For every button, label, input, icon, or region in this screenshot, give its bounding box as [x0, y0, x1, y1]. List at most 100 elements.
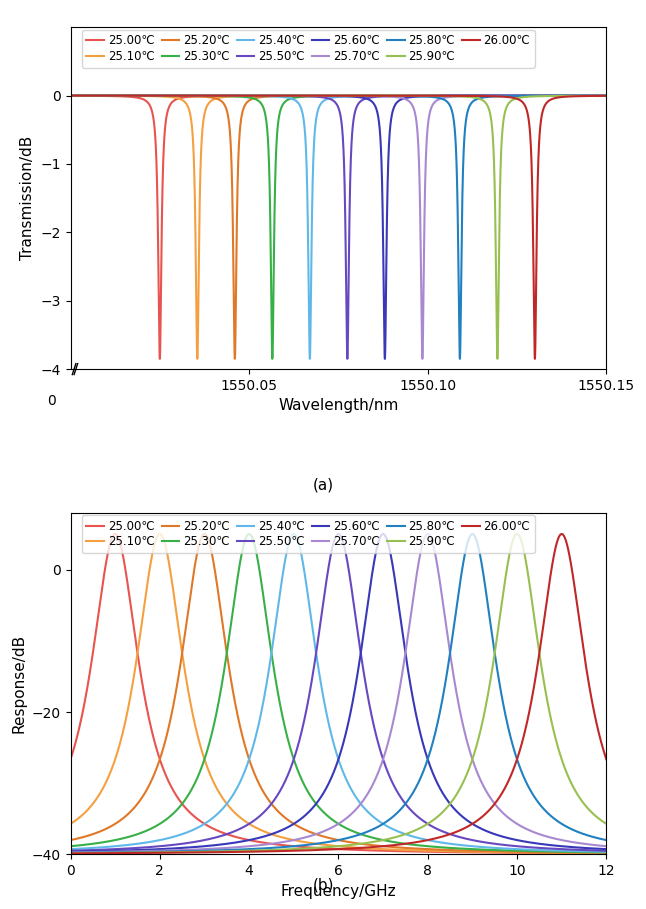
25.50℃	[393, 91, 401, 102]
25.00℃	[67, 90, 74, 101]
25.70℃	[269, 838, 276, 849]
25.60℃	[196, 841, 204, 852]
25.90℃	[513, 528, 521, 539]
25.10℃	[603, 848, 610, 859]
Line: 26.00℃: 26.00℃	[70, 95, 607, 359]
25.80℃	[67, 847, 74, 858]
25.60℃	[194, 842, 202, 853]
25.00℃	[307, 842, 315, 853]
25.50℃	[344, 354, 351, 365]
25.20℃	[194, 544, 202, 555]
Legend: 25.00℃, 25.10℃, 25.20℃, 25.30℃, 25.40℃, 25.50℃, 25.60℃, 25.70℃, 25.80℃, 25.90℃, : 25.00℃, 25.10℃, 25.20℃, 25.30℃, 25.40℃, …	[82, 515, 535, 553]
25.70℃	[95, 90, 103, 101]
25.50℃	[67, 845, 74, 856]
25.30℃	[191, 777, 199, 788]
25.30℃	[67, 90, 74, 101]
25.10℃	[197, 742, 205, 753]
25.30℃	[307, 791, 315, 802]
25.40℃	[307, 610, 315, 621]
Line: 25.50℃: 25.50℃	[70, 95, 607, 359]
Line: 25.10℃: 25.10℃	[70, 95, 607, 359]
25.80℃	[67, 90, 74, 101]
25.90℃	[603, 90, 610, 101]
25.30℃	[341, 90, 349, 101]
25.30℃	[603, 847, 610, 858]
25.60℃	[205, 90, 213, 101]
25.10℃	[191, 719, 199, 730]
25.90℃	[307, 843, 315, 854]
Line: 25.00℃: 25.00℃	[70, 95, 607, 359]
25.60℃	[146, 90, 154, 101]
Line: 25.20℃: 25.20℃	[70, 95, 607, 359]
25.20℃	[603, 90, 610, 101]
25.40℃	[191, 824, 199, 834]
25.80℃	[95, 90, 103, 101]
25.00℃	[197, 816, 205, 827]
25.00℃	[341, 90, 349, 101]
25.70℃	[205, 90, 213, 101]
25.90℃	[146, 90, 154, 101]
25.60℃	[269, 828, 276, 839]
25.80℃	[349, 90, 357, 101]
25.20℃	[341, 90, 349, 101]
25.00℃	[603, 848, 610, 859]
Line: 25.40℃: 25.40℃	[70, 534, 607, 852]
Line: 25.00℃: 25.00℃	[70, 534, 607, 854]
26.00℃	[196, 847, 204, 858]
Line: 25.70℃: 25.70℃	[70, 534, 607, 853]
25.50℃	[191, 836, 199, 847]
25.20℃	[146, 90, 154, 101]
25.70℃	[341, 90, 349, 101]
25.80℃	[392, 90, 400, 101]
25.20℃	[95, 90, 103, 101]
25.90℃	[341, 90, 349, 101]
25.30℃	[245, 528, 253, 539]
25.10℃	[67, 818, 74, 829]
25.50℃	[603, 90, 610, 101]
25.80℃	[603, 90, 610, 101]
25.90℃	[196, 846, 204, 857]
25.00℃	[111, 528, 119, 539]
25.00℃	[146, 100, 154, 111]
25.60℃	[191, 842, 199, 853]
25.80℃	[456, 354, 464, 365]
25.10℃	[95, 90, 103, 101]
25.70℃	[419, 354, 426, 365]
25.10℃	[269, 829, 276, 840]
25.40℃	[194, 822, 202, 833]
25.40℃	[95, 90, 103, 101]
25.90℃	[392, 90, 400, 101]
25.20℃	[67, 834, 74, 845]
25.30℃	[603, 90, 610, 101]
25.40℃	[306, 354, 314, 365]
25.30℃	[196, 764, 204, 775]
25.10℃	[341, 90, 349, 101]
25.20℃	[393, 90, 401, 101]
Line: 25.80℃: 25.80℃	[70, 95, 607, 359]
25.10℃	[349, 90, 357, 101]
25.40℃	[349, 91, 357, 102]
25.20℃	[205, 92, 213, 103]
25.10℃	[307, 837, 315, 848]
25.70℃	[194, 844, 202, 854]
25.80℃	[341, 90, 349, 101]
25.60℃	[381, 354, 389, 365]
25.60℃	[341, 91, 349, 102]
25.70℃	[424, 528, 432, 539]
25.90℃	[205, 90, 213, 101]
25.90℃	[95, 90, 103, 101]
25.30℃	[95, 90, 103, 101]
25.20℃	[598, 847, 606, 858]
25.70℃	[67, 847, 74, 858]
25.90℃	[67, 848, 74, 859]
25.40℃	[196, 821, 204, 832]
25.80℃	[598, 834, 606, 844]
25.50℃	[269, 797, 276, 808]
26.00℃	[603, 90, 610, 101]
26.00℃	[205, 90, 213, 101]
25.30℃	[194, 772, 202, 783]
25.30℃	[598, 847, 606, 858]
25.60℃	[603, 844, 610, 854]
25.30℃	[349, 90, 357, 101]
25.80℃	[468, 528, 476, 539]
